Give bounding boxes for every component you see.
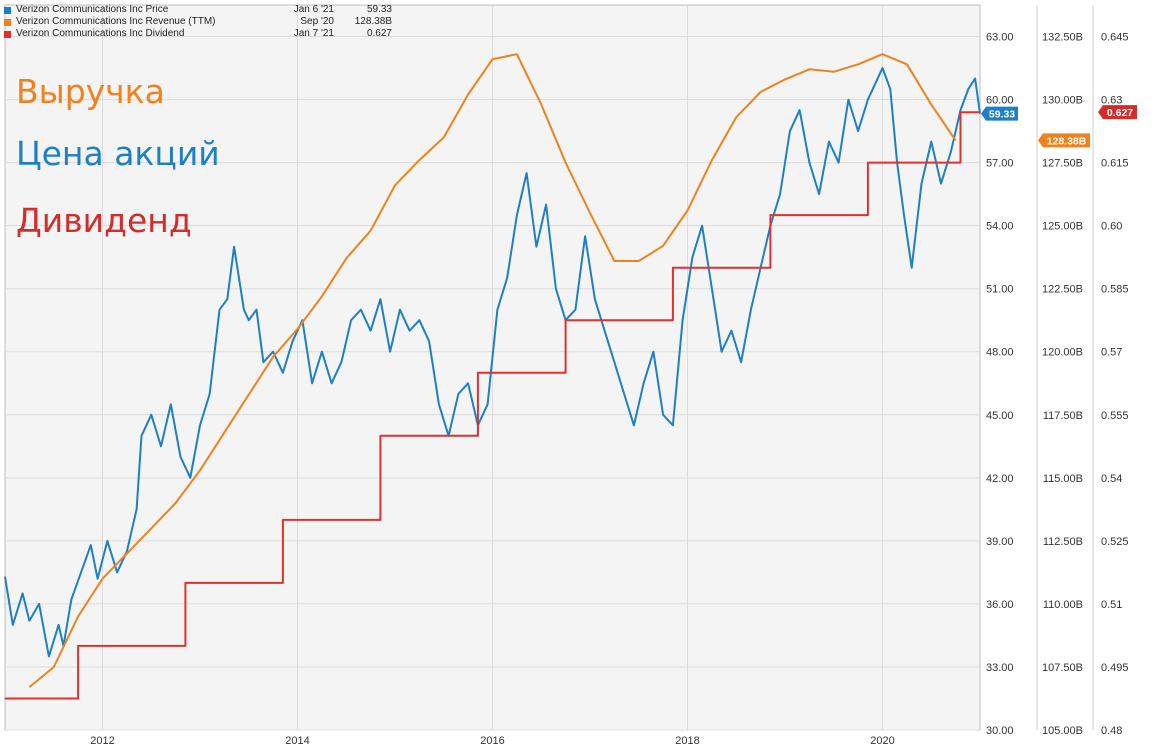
legend-item-price[interactable]: Verizon Communications Inc Price Jan 6 '…: [4, 4, 392, 16]
legend: Verizon Communications Inc Price Jan 6 '…: [4, 4, 392, 40]
price-tick-label: 48.00: [986, 347, 1014, 359]
dividend-tick-label: 0.525: [1101, 536, 1129, 548]
overlay-label-revenue: Выручка: [16, 72, 165, 111]
x-axis: 2012 2014 2016 2018 2020: [90, 735, 894, 747]
revenue-tick-label: 105.00B: [1042, 725, 1083, 737]
revenue-tick-label: 107.50B: [1042, 662, 1083, 674]
revenue-axis: 105.00B 107.50B 110.00B 112.50B 115.00B 117.5…: [1036, 5, 1083, 737]
price-tick-label: 60.00: [986, 95, 1014, 107]
revenue-tick-label: 122.50B: [1042, 284, 1083, 296]
overlay-label-dividend: Дивиденд: [16, 201, 192, 240]
price-axis: 30.00 33.00 36.00 39.00 42.00 45.00 48.00 51.00…: [986, 32, 1014, 737]
dividend-tick-label: 0.555: [1101, 410, 1129, 422]
dividend-tick-label: 0.645: [1101, 32, 1129, 44]
value-badges: 59.33 128.38B 0.627: [981, 105, 1137, 148]
legend-swatch-revenue: [4, 18, 11, 26]
dividend-axis: 0.48 0.495 0.51 0.525 0.54 0.555 0.57 0.585 0.60…: [1092, 5, 1129, 737]
revenue-tick-label: 110.00B: [1043, 599, 1083, 611]
x-tick-label: 2020: [870, 735, 894, 747]
legend-swatch-price: [4, 6, 11, 14]
revenue-series-line: [28, 53, 957, 688]
legend-value: 59.33: [366, 4, 392, 15]
dividend-badge: 0.627: [1098, 105, 1137, 120]
revenue-tick-label: 132.50B: [1042, 32, 1083, 44]
dividend-tick-label: 0.615: [1101, 158, 1129, 170]
price-tick-label: 63.00: [986, 32, 1014, 44]
dividend-tick-label: 0.585: [1101, 284, 1129, 296]
legend-date: Sep '20: [300, 16, 334, 27]
dividend-series-line: [5, 111, 980, 700]
x-tick-label: 2012: [90, 735, 114, 747]
legend-value: 0.627: [366, 28, 392, 39]
price-tick-label: 45.00: [986, 410, 1014, 422]
legend-value: 128.38B: [354, 16, 392, 27]
dividend-tick-label: 0.51: [1101, 599, 1122, 611]
dividend-badge-text: 0.627: [1107, 107, 1133, 119]
overlay-label-price: Цена акций: [16, 134, 220, 173]
revenue-badge-text: 128.38B: [1047, 135, 1087, 147]
price-tick-label: 36.00: [986, 599, 1014, 611]
dividend-tick-label: 0.48: [1101, 725, 1122, 737]
revenue-badge: 128.38B: [1038, 133, 1090, 148]
dividend-tick-label: 0.60: [1101, 221, 1122, 233]
x-tick-label: 2018: [675, 735, 699, 747]
x-tick-label: 2014: [285, 735, 309, 747]
legend-name: Verizon Communications Inc Revenue (TTM): [16, 16, 216, 27]
price-series-line: [4, 67, 981, 658]
x-tick-label: 2016: [480, 735, 504, 747]
price-tick-label: 33.00: [986, 662, 1014, 674]
legend-swatch-dividend: [4, 30, 11, 38]
revenue-tick-label: 125.00B: [1042, 221, 1083, 233]
legend-date: Jan 6 '21: [293, 4, 334, 15]
revenue-tick-label: 117.50B: [1043, 410, 1083, 422]
legend-name: Verizon Communications Inc Price: [16, 4, 169, 15]
grid-lines: [5, 5, 980, 731]
revenue-tick-label: 130.00B: [1042, 95, 1083, 107]
legend-name: Verizon Communications Inc Dividend: [16, 28, 185, 39]
series-group: [4, 53, 981, 700]
dividend-tick-label: 0.63: [1101, 95, 1122, 107]
price-tick-label: 57.00: [986, 158, 1014, 170]
legend-date: Jan 7 '21: [293, 28, 334, 39]
revenue-tick-label: 115.00B: [1043, 473, 1083, 485]
price-tick-label: 39.00: [986, 536, 1014, 548]
revenue-tick-label: 127.50B: [1042, 158, 1083, 170]
dividend-tick-label: 0.54: [1101, 473, 1122, 485]
price-badge: 59.33: [981, 106, 1018, 121]
price-badge-text: 59.33: [989, 109, 1015, 121]
price-tick-label: 42.00: [986, 473, 1014, 485]
price-tick-label: 54.00: [986, 221, 1014, 233]
legend-item-revenue[interactable]: Verizon Communications Inc Revenue (TTM)…: [4, 16, 392, 28]
dividend-tick-label: 0.57: [1101, 347, 1122, 359]
price-tick-label: 30.00: [986, 725, 1014, 737]
dividend-tick-label: 0.495: [1101, 662, 1129, 674]
price-tick-label: 51.00: [986, 284, 1014, 296]
revenue-tick-label: 112.50B: [1043, 536, 1083, 548]
legend-item-dividend[interactable]: Verizon Communications Inc Dividend Jan …: [4, 28, 392, 40]
revenue-tick-label: 120.00B: [1042, 347, 1083, 359]
